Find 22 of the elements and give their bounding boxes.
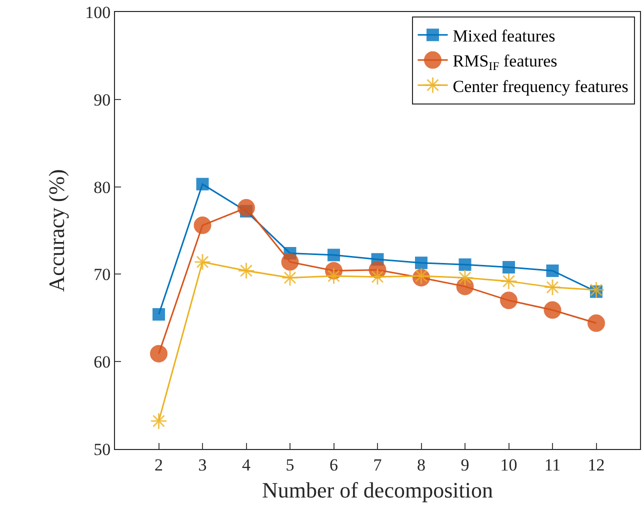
y-tick-label: 50 xyxy=(94,440,111,459)
x-tick-label: 10 xyxy=(500,455,518,474)
x-tick-label: 11 xyxy=(544,455,561,474)
y-tick-label: 100 xyxy=(85,2,111,22)
x-tick-label: 9 xyxy=(460,455,470,474)
x-tick-label: 6 xyxy=(330,455,338,474)
x-tick-label: 12 xyxy=(588,455,605,474)
legend-label: Center frequency features xyxy=(452,76,628,96)
x-tick-label: 8 xyxy=(417,455,426,474)
x-tick-label: 3 xyxy=(198,455,207,474)
x-tick-label: 4 xyxy=(242,455,251,474)
x-tick-label: 2 xyxy=(154,455,163,474)
y-tick-label: 60 xyxy=(94,352,111,372)
legend-label: RMS$_{IF}$ features xyxy=(452,52,558,74)
x-axis-title: Number of decomposition xyxy=(262,477,493,502)
y-tick-label: 70 xyxy=(94,265,111,284)
x-tick-label: 5 xyxy=(286,455,294,474)
y-tick-label: 80 xyxy=(94,178,111,197)
legend-label: Mixed features xyxy=(452,26,556,46)
y-axis-title: Accuracy (%) xyxy=(44,169,69,292)
x-tick-label: 7 xyxy=(373,455,382,474)
y-tick-label: 90 xyxy=(94,90,111,110)
